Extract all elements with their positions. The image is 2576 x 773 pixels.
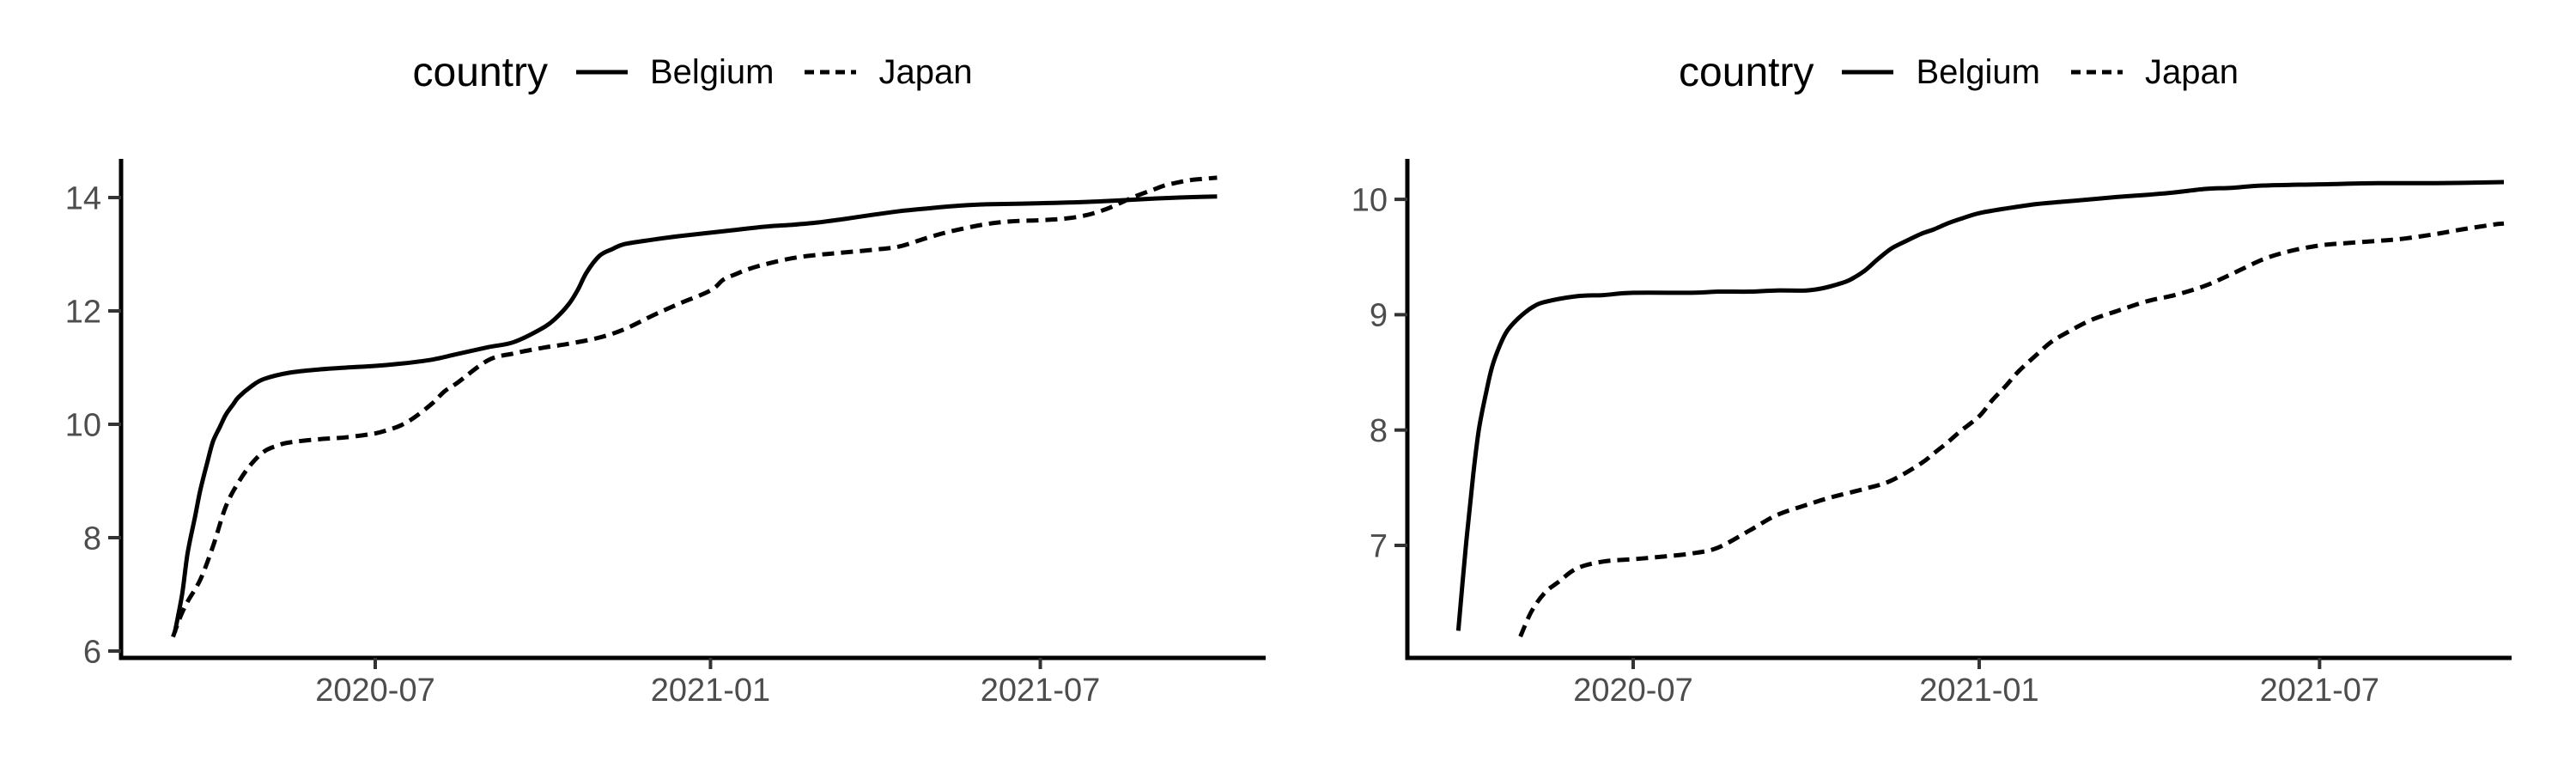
axis-lines: [1405, 159, 2512, 660]
right-legend: country Belgium Japan: [1406, 48, 2512, 96]
right-legend-item-japan: Japan: [2070, 52, 2239, 92]
left-chart: country Belgium Japan 6 8 10 12 14 2020-07 202…: [65, 48, 1266, 709]
solid-line-key-icon: [1842, 70, 1894, 75]
y-axis-tick-label: 8: [1370, 413, 1388, 449]
left-legend-item-belgium: Belgium: [575, 52, 775, 92]
dashed-line-key-icon: [2070, 70, 2123, 75]
left-legend-item-japan: Japan: [805, 53, 972, 92]
left-legend-title: country: [412, 49, 548, 95]
right-legend-label-belgium: Belgium: [1916, 52, 2040, 91]
y-axis-tick-label: 10: [65, 407, 101, 443]
right-legend-item-belgium: Belgium: [1842, 53, 2040, 92]
x-axis-tick-label: 2021-07: [981, 673, 1100, 709]
y-axis-tick-label: 8: [83, 520, 101, 557]
left-legend-label-japan: Japan: [878, 52, 973, 91]
left-plot-area: 6 8 10 12 14 2020-07 2021-01 2021-07: [65, 159, 1266, 709]
x-axis-tick-label: 2020-07: [1573, 673, 1692, 709]
series-line-belgium: [173, 194, 1218, 633]
series-line-japan: [1518, 221, 2505, 638]
right-legend-title: country: [1679, 49, 1814, 95]
right-chart: country Belgium Japan 7 8 9 10 2020-07 2021-0…: [1288, 0, 2576, 773]
y-axis-tick-label: 14: [65, 180, 101, 216]
y-axis-tick-label: 9: [1370, 298, 1388, 334]
x-axis-tick-label: 2021-01: [1919, 673, 2038, 709]
right-legend-label-japan: Japan: [2144, 52, 2239, 91]
left-legend: country Belgium Japan: [119, 48, 1266, 96]
y-axis-tick-label: 6: [83, 634, 101, 670]
x-axis-tick-label: 2021-01: [651, 673, 770, 709]
y-axis-tick-label: 12: [65, 294, 101, 330]
series-line-belgium: [1455, 180, 2505, 631]
solid-line-key-icon: [575, 70, 628, 75]
x-axis-tick-label: 2021-07: [2260, 673, 2379, 709]
left-legend-label-belgium: Belgium: [649, 52, 775, 91]
y-axis-tick-label: 7: [1370, 528, 1388, 564]
y-axis-tick-label: 10: [1352, 182, 1388, 218]
series-line-japan: [171, 175, 1218, 638]
x-axis-tick-label: 2020-07: [315, 673, 434, 709]
right-plot-area: 7 8 9 10 2020-07 2021-01 2021-07: [1352, 159, 2512, 709]
dashed-line-key-icon: [805, 70, 857, 75]
axis-lines: [118, 159, 1266, 660]
